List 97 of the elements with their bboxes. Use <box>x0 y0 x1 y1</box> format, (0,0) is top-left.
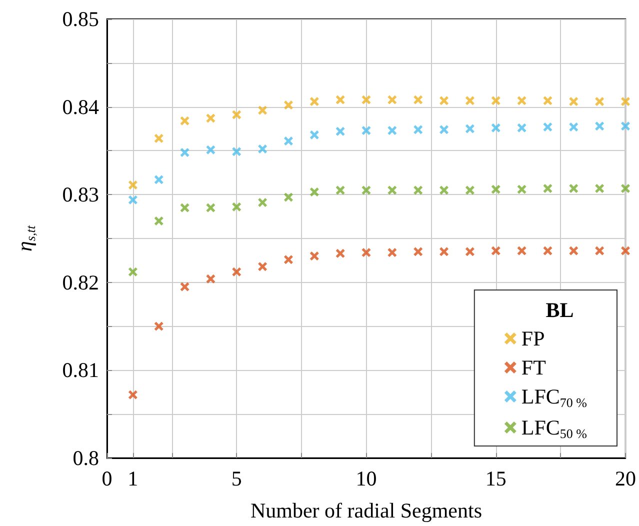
point <box>517 96 526 106</box>
point <box>258 262 268 272</box>
point <box>440 247 449 256</box>
point <box>362 126 371 136</box>
point <box>154 216 164 226</box>
point <box>569 184 578 193</box>
point <box>180 203 190 212</box>
point <box>621 184 630 193</box>
point <box>465 124 474 134</box>
point <box>517 246 526 256</box>
point <box>543 96 552 106</box>
point <box>154 134 164 143</box>
x-tick-label: 20 <box>615 466 636 490</box>
point <box>595 122 604 131</box>
x-axis-title: Number of radial Segments <box>250 498 482 522</box>
point <box>336 126 345 136</box>
point <box>362 186 371 195</box>
point <box>336 95 345 104</box>
point <box>621 122 630 131</box>
y-tick-label: 0.83 <box>62 182 99 207</box>
point <box>310 97 319 106</box>
point <box>517 123 526 132</box>
point <box>336 248 345 258</box>
point <box>388 248 397 258</box>
y-axis-title: ηs,tt <box>12 225 38 252</box>
text: 0.8 <box>72 446 99 470</box>
legend-label: FT <box>521 356 546 380</box>
point <box>206 274 216 284</box>
x-tick-label: 1 <box>128 466 138 490</box>
point <box>440 125 449 134</box>
point <box>595 97 604 106</box>
point <box>414 247 423 256</box>
point <box>180 148 190 157</box>
x-tick-label: 10 <box>356 466 377 490</box>
x-tick-label: 5 <box>231 466 242 490</box>
point <box>128 195 138 204</box>
point <box>595 246 604 256</box>
point <box>310 187 319 196</box>
point <box>569 97 578 106</box>
point <box>258 198 268 207</box>
point <box>414 186 423 195</box>
point <box>232 202 242 212</box>
point <box>336 186 345 195</box>
point <box>491 96 500 106</box>
point <box>440 186 449 195</box>
point <box>440 96 449 106</box>
point <box>284 100 293 110</box>
point <box>206 114 216 123</box>
point <box>595 184 604 193</box>
point <box>258 106 268 115</box>
point <box>232 147 242 156</box>
point <box>128 180 138 190</box>
point <box>310 130 319 140</box>
point <box>128 267 138 276</box>
x-tick-label: 0 <box>102 466 112 490</box>
point <box>465 186 474 195</box>
point <box>310 252 319 261</box>
point <box>258 144 268 154</box>
point <box>569 246 578 256</box>
point <box>569 122 578 132</box>
point <box>232 267 242 276</box>
point <box>543 184 552 193</box>
point <box>232 110 242 120</box>
point <box>284 136 293 146</box>
point <box>543 122 552 132</box>
y-tick-label: 0.85 <box>62 7 99 31</box>
point <box>362 95 371 104</box>
point <box>180 116 190 126</box>
point <box>388 126 397 136</box>
point <box>362 248 371 258</box>
point <box>543 246 552 256</box>
legend-label: FP <box>521 326 545 350</box>
point <box>284 192 293 202</box>
y-tick-label: 0.84 <box>62 94 100 119</box>
point <box>491 184 500 194</box>
point <box>491 123 500 132</box>
point <box>284 255 293 264</box>
point <box>154 322 164 331</box>
point <box>621 97 630 106</box>
point <box>491 246 500 256</box>
legend-title: BL <box>546 298 574 322</box>
y-tick-label: 0.81 <box>62 358 99 382</box>
point <box>465 247 474 256</box>
point <box>517 184 526 194</box>
point <box>621 246 630 256</box>
y-tick-label: 0.82 <box>62 270 99 294</box>
point <box>388 186 397 195</box>
point <box>388 95 397 104</box>
point <box>128 390 138 400</box>
point <box>206 203 216 212</box>
point <box>154 175 164 184</box>
point <box>465 96 474 106</box>
point <box>414 95 423 104</box>
point <box>206 145 216 154</box>
x-tick-label: 15 <box>485 466 506 490</box>
point <box>180 282 190 292</box>
point <box>414 125 423 134</box>
